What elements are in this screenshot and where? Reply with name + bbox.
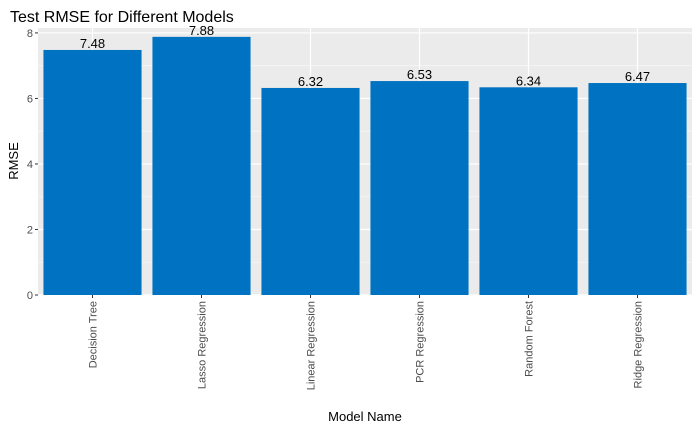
plot-panel bbox=[38, 28, 692, 295]
y-tick-label: 8 bbox=[27, 28, 33, 40]
x-tick-label: Random Forest bbox=[524, 301, 536, 377]
bar-value-label: 6.53 bbox=[407, 67, 432, 82]
bar-value-label: 6.32 bbox=[298, 74, 323, 89]
bar-series bbox=[43, 36, 687, 296]
bar bbox=[588, 83, 687, 295]
x-tick-label: Ridge Regression bbox=[633, 301, 645, 388]
bar bbox=[43, 49, 142, 295]
y-tick-label: 6 bbox=[27, 93, 33, 105]
x-tick-label: Linear Regression bbox=[306, 301, 318, 390]
x-tick-label: Decision Tree bbox=[88, 301, 100, 368]
chart-title: Test RMSE for Different Models bbox=[10, 9, 234, 26]
x-tick-label: Lasso Regression bbox=[197, 301, 209, 389]
x-tick-label: PCR Regression bbox=[415, 301, 427, 383]
bar bbox=[479, 87, 578, 295]
bar-value-labels: 7.48 7.88 6.32 6.53 6.34 6.47 bbox=[80, 23, 650, 89]
minor-gridlines bbox=[38, 65, 692, 263]
bar-value-label: 6.34 bbox=[516, 73, 541, 88]
bar bbox=[152, 36, 251, 295]
bar-value-label: 6.47 bbox=[625, 69, 650, 84]
bar bbox=[261, 87, 360, 295]
y-tick-label: 4 bbox=[27, 159, 33, 171]
bar-value-label: 7.48 bbox=[80, 36, 105, 51]
y-tick-label: 2 bbox=[27, 224, 33, 236]
y-axis-title: RMSE bbox=[6, 142, 21, 180]
bar bbox=[370, 81, 469, 296]
y-tick-label: 0 bbox=[27, 290, 33, 302]
x-axis: Decision Tree Lasso Regression Linear Regr… bbox=[88, 295, 645, 390]
bar-value-label: 7.88 bbox=[189, 23, 214, 38]
y-axis: 0 2 4 6 8 bbox=[27, 28, 38, 302]
x-axis-title: Model Name bbox=[328, 409, 402, 424]
